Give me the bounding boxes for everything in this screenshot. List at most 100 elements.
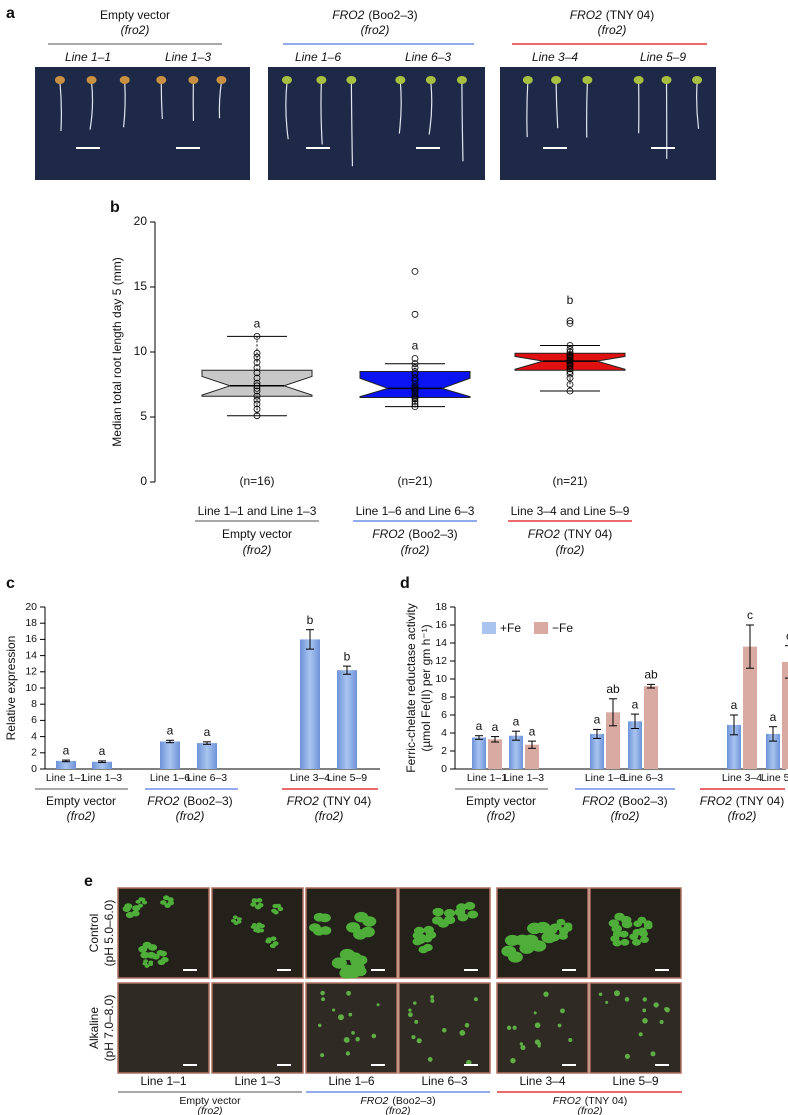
data-point xyxy=(253,396,261,404)
y-tick-label: 20 xyxy=(134,214,148,228)
significance-letter: a xyxy=(412,339,419,353)
seedling xyxy=(605,1000,609,1004)
data-point xyxy=(566,345,574,353)
seedling xyxy=(416,1038,422,1044)
y-tick-label: 10 xyxy=(25,682,37,694)
seedling-cotyledon xyxy=(551,76,562,84)
seedling xyxy=(557,1023,562,1028)
y-tick-label: 2 xyxy=(441,745,447,757)
data-point xyxy=(411,381,419,388)
plant-photo xyxy=(211,887,304,979)
gene-name: FRO2 xyxy=(553,1095,581,1107)
gene-name: FRO2 xyxy=(147,794,179,808)
leaf xyxy=(418,945,429,954)
y-tick-label: 18 xyxy=(25,617,37,629)
bar xyxy=(337,670,357,769)
genotype: (fro2) xyxy=(487,809,516,823)
line-label: Line 1–3 xyxy=(165,50,211,64)
seedling xyxy=(411,1035,416,1040)
category-label: Line 3–4 and Line 5–9 xyxy=(511,504,630,518)
significance-letter: a xyxy=(204,725,211,739)
leaf xyxy=(620,938,630,946)
group-construct: (TNY 04) xyxy=(736,794,784,808)
seedling-root xyxy=(320,81,323,145)
leaf xyxy=(340,964,355,975)
bar xyxy=(197,743,217,769)
seedling-cotyledon xyxy=(425,76,436,84)
data-point xyxy=(411,310,419,318)
seedling xyxy=(642,997,647,1002)
line-label: Line 1–6 xyxy=(328,1074,374,1088)
seedling xyxy=(473,997,478,1002)
genotype: (fro2) xyxy=(401,543,430,557)
genotype: (fro2) xyxy=(243,543,272,557)
significance-letter: b xyxy=(344,649,351,663)
seedling xyxy=(534,1022,541,1029)
category-label: Line 6–3 xyxy=(187,772,227,784)
bar xyxy=(628,721,642,769)
data-point xyxy=(566,374,574,382)
genotype: (fro2) xyxy=(176,809,205,823)
bar xyxy=(56,760,76,769)
seedling xyxy=(560,1008,565,1014)
seedling-cotyledon xyxy=(661,76,672,84)
n-label: (n=21) xyxy=(397,474,432,488)
seedling xyxy=(638,1032,643,1037)
seedling xyxy=(332,1008,336,1012)
group-name: FRO2 (Boo2–3) xyxy=(582,794,667,808)
seedling-cotyledon xyxy=(119,76,130,84)
leaf xyxy=(251,923,257,927)
box xyxy=(201,369,313,397)
seedling xyxy=(348,1012,353,1017)
y-tick-label: 8 xyxy=(31,698,37,710)
genotype: (fro2) xyxy=(556,543,585,557)
leaf xyxy=(256,898,263,903)
n-label: (n=16) xyxy=(239,474,274,488)
y-tick-label: 12 xyxy=(435,655,447,667)
y-tick-label: 15 xyxy=(134,279,148,293)
leaf xyxy=(620,915,632,924)
leaf xyxy=(148,960,154,965)
group-construct: (TNY 04) xyxy=(606,8,654,22)
seedling xyxy=(430,998,435,1003)
leaf xyxy=(148,944,158,951)
seedling-cotyledon xyxy=(582,76,593,84)
seedling xyxy=(346,990,351,996)
panel-label: a xyxy=(6,5,15,22)
data-point xyxy=(566,368,574,375)
leaf xyxy=(143,959,149,963)
leaf xyxy=(362,916,377,927)
group-construct: (Boo2–3) xyxy=(618,794,667,808)
seedling-root xyxy=(461,81,464,162)
leaf xyxy=(253,926,259,931)
significance-letter: c xyxy=(786,629,788,643)
data-point xyxy=(411,400,419,408)
leaf xyxy=(432,907,444,917)
bar xyxy=(766,733,780,769)
y-tick-label: 0 xyxy=(441,763,447,775)
seedling-root xyxy=(696,81,700,129)
data-point xyxy=(566,319,574,327)
seedling-root xyxy=(398,81,402,134)
seedling xyxy=(407,1012,413,1018)
leaf xyxy=(160,900,167,905)
leaf xyxy=(124,903,133,910)
group-construct: (Boo2–3) xyxy=(392,1095,435,1107)
group-name: FRO2 (TNY 04) xyxy=(528,527,612,541)
seedling xyxy=(320,990,325,996)
data-point xyxy=(253,379,261,387)
seedling-root xyxy=(160,81,163,119)
seedling-cotyledon xyxy=(692,76,703,84)
seedling-cotyledon xyxy=(522,76,533,84)
leaf xyxy=(464,901,476,910)
bar xyxy=(92,761,112,769)
y-tick-label: 4 xyxy=(31,730,37,742)
group-name: FRO2 (TNY 04) xyxy=(570,8,654,22)
leaf xyxy=(556,918,566,926)
seedling xyxy=(441,1027,447,1033)
data-point xyxy=(411,397,419,405)
gene-name: FRO2 xyxy=(332,8,364,22)
significance-letter: ab xyxy=(606,682,620,696)
bar xyxy=(606,712,620,769)
